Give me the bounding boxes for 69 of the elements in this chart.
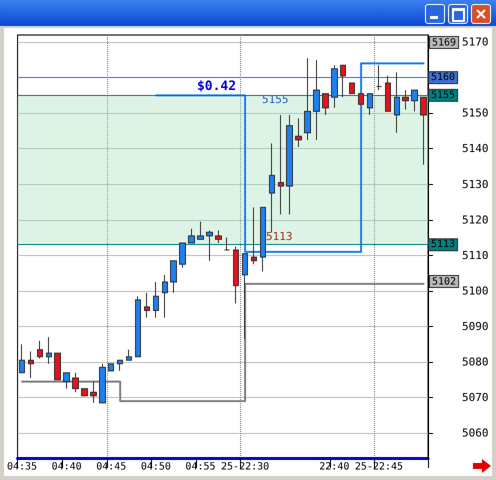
candlestick: [117, 360, 123, 372]
candlestick: [224, 237, 230, 251]
candlestick: [304, 58, 311, 140]
y-tick-label: 5140: [462, 142, 488, 156]
y-tick-label: 5130: [462, 178, 488, 191]
candlestick: [135, 296, 141, 358]
text: 5102: [432, 276, 456, 288]
text: 5113: [431, 239, 456, 250]
candlestick: [108, 363, 114, 372]
x-tick-label: 25-22:30: [221, 462, 270, 472]
candlestick: [233, 246, 239, 304]
candlestick: [90, 381, 97, 404]
x-tick-label: 25-22:45: [354, 462, 404, 472]
candlestick: [331, 64, 338, 108]
ref-line-label: 5160: [431, 72, 456, 84]
text: 5169: [432, 38, 456, 48]
candlestick: [99, 363, 106, 404]
candlestick: [179, 242, 186, 268]
candlestick: [278, 114, 284, 216]
candlestick: [72, 372, 79, 393]
candlestick: [28, 350, 34, 379]
y-tick-label: 5070: [462, 391, 488, 404]
y-tick-label: 5060: [462, 426, 488, 440]
y-tick-label: 5080: [462, 356, 488, 369]
x-tick-label: 04:45: [96, 462, 126, 472]
candlestick: [153, 282, 159, 318]
x-tick-label: 22:40: [319, 462, 350, 472]
annotation: $0.42: [196, 78, 236, 94]
candlestick: [188, 228, 195, 244]
text: 5155: [431, 90, 456, 101]
x-tick-label: 04:50: [140, 462, 171, 472]
x-tick-label: 04:55: [185, 462, 216, 472]
candlestick: [385, 75, 391, 112]
ref-line-label: 5113: [266, 230, 292, 243]
candlestick: [19, 344, 25, 374]
candlestick: [295, 118, 302, 148]
candlestick: [81, 388, 88, 396]
candlestick: [349, 82, 355, 94]
candlestick: [367, 93, 373, 116]
candlestick: [197, 221, 204, 240]
candlestick: [340, 64, 346, 98]
candlestick: [269, 142, 275, 233]
candlestick: [286, 114, 293, 216]
candlestick: [322, 93, 329, 116]
candlestick: [46, 336, 52, 364]
candlestick: [411, 90, 418, 112]
candlestick: [162, 274, 168, 318]
candlestick: [251, 206, 257, 265]
y-tick-label: 5090: [462, 320, 488, 333]
candlestick: [144, 292, 150, 318]
candlestick: [215, 230, 222, 244]
candlestick: [376, 64, 382, 91]
candlestick: [126, 349, 132, 361]
candlestick: [206, 230, 213, 262]
candlestick: [402, 90, 409, 110]
y-tick-label: 5150: [462, 106, 488, 120]
candlestick: [170, 260, 177, 294]
x-tick-label: 04:40: [52, 462, 82, 472]
y-tick-label: 5170: [462, 36, 488, 49]
y-tick-label: 5100: [462, 284, 488, 298]
candlestick: [54, 352, 61, 380]
candlestick: [313, 59, 320, 140]
candlestick: [37, 340, 43, 359]
y-tick-label: 5110: [462, 248, 488, 262]
candlestick: [63, 372, 70, 390]
candlestick: [394, 72, 400, 134]
ref-line-label: 5155: [262, 93, 288, 106]
candlestick: [358, 93, 364, 105]
y-tick-label: 5120: [462, 213, 488, 226]
